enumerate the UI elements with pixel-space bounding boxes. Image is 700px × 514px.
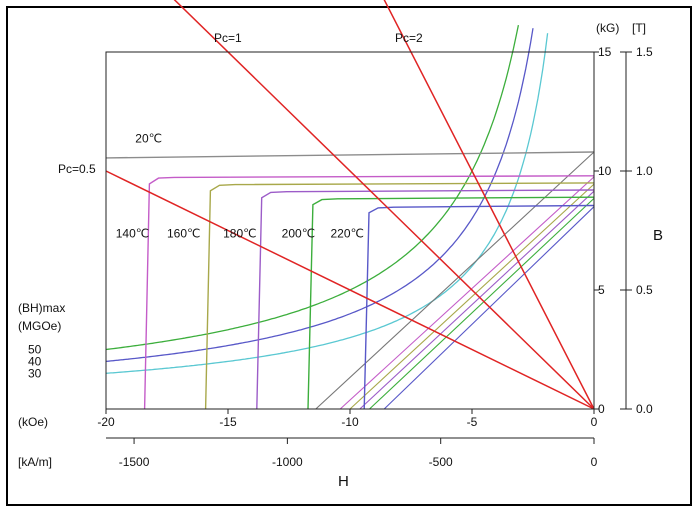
series-label-4: 200℃	[282, 227, 316, 241]
bh-title: (BH)max	[18, 301, 65, 315]
y-unit-kg: (kG)	[596, 21, 619, 35]
pc-0.5-label: Pc=0.5	[58, 162, 96, 176]
bh-label-40: 40	[28, 354, 42, 368]
x-tick-label-kam-1: -1000	[272, 455, 303, 469]
load-line-2	[383, 0, 595, 410]
bh-label-50: 50	[28, 343, 42, 357]
x-axis-label: H	[338, 473, 349, 490]
x-unit-koe: (kOe)	[18, 415, 48, 429]
figure-frame	[6, 6, 692, 506]
load-line-0	[105, 170, 595, 410]
y-axis-label: B	[653, 227, 663, 244]
x-tick-label-koe-0: -20	[97, 415, 115, 429]
y-tick-label-t-2: 1.0	[636, 164, 653, 178]
bh-curve-50	[105, 24, 520, 351]
y-tick-label-t-0: 0.0	[636, 402, 653, 416]
pc-1-label: Pc=1	[214, 31, 242, 45]
y-tick-label-t-1: 0.5	[636, 283, 653, 297]
recoil-line-3	[359, 190, 595, 410]
demag-curve-2	[204, 182, 595, 410]
x-tick-label-koe-2: -10	[341, 415, 359, 429]
x-tick-label-koe-4: 0	[591, 415, 598, 429]
x-tick-label-koe-3: -5	[467, 415, 478, 429]
series-label-0: 20℃	[135, 131, 162, 145]
series-label-5: 220℃	[330, 227, 364, 241]
demag-curve-0	[105, 151, 595, 159]
demag-curve-3	[256, 189, 595, 410]
recoil-line-1	[339, 176, 595, 410]
bh-label-30: 30	[28, 366, 42, 380]
recoil-line-0	[315, 151, 595, 410]
series-label-1: 140℃	[116, 227, 150, 241]
x-unit-kam: [kA/m]	[18, 455, 52, 469]
demag-curve-4	[307, 196, 595, 410]
bh-curve-30	[105, 33, 549, 374]
x-tick-label-kam-2: -500	[429, 455, 453, 469]
y-tick-label-t-3: 1.5	[636, 45, 653, 59]
series-label-2: 160℃	[167, 227, 201, 241]
y-tick-label-kg-2: 10	[598, 164, 612, 178]
labels-layer: (kOe) [kA/m] H (kG) [T] B (BH)max (MGOe)…	[18, 21, 663, 490]
y-tick-label-kg-3: 15	[598, 45, 612, 59]
pc-2-label: Pc=2	[395, 31, 423, 45]
series-label-3: 180℃	[223, 227, 257, 241]
plot-area	[105, 51, 595, 410]
demag-curve-5	[363, 204, 595, 410]
recoil-line-4	[369, 197, 595, 410]
y-tick-label-kg-1: 5	[598, 283, 605, 297]
x-tick-label-kam-3: 0	[591, 455, 598, 469]
recoil-line-5	[383, 206, 595, 410]
x-tick-label-kam-0: -1500	[119, 455, 150, 469]
curves-layer	[105, 0, 632, 444]
recoil-line-2	[349, 183, 595, 410]
y-unit-t: [T]	[632, 21, 646, 35]
x-tick-label-koe-1: -15	[219, 415, 237, 429]
bh-curve-40	[105, 28, 534, 363]
demag-curve-1	[143, 175, 595, 410]
bh-unit: (MGOe)	[18, 319, 61, 333]
load-line-1	[173, 0, 595, 410]
y-tick-label-kg-0: 0	[598, 402, 605, 416]
